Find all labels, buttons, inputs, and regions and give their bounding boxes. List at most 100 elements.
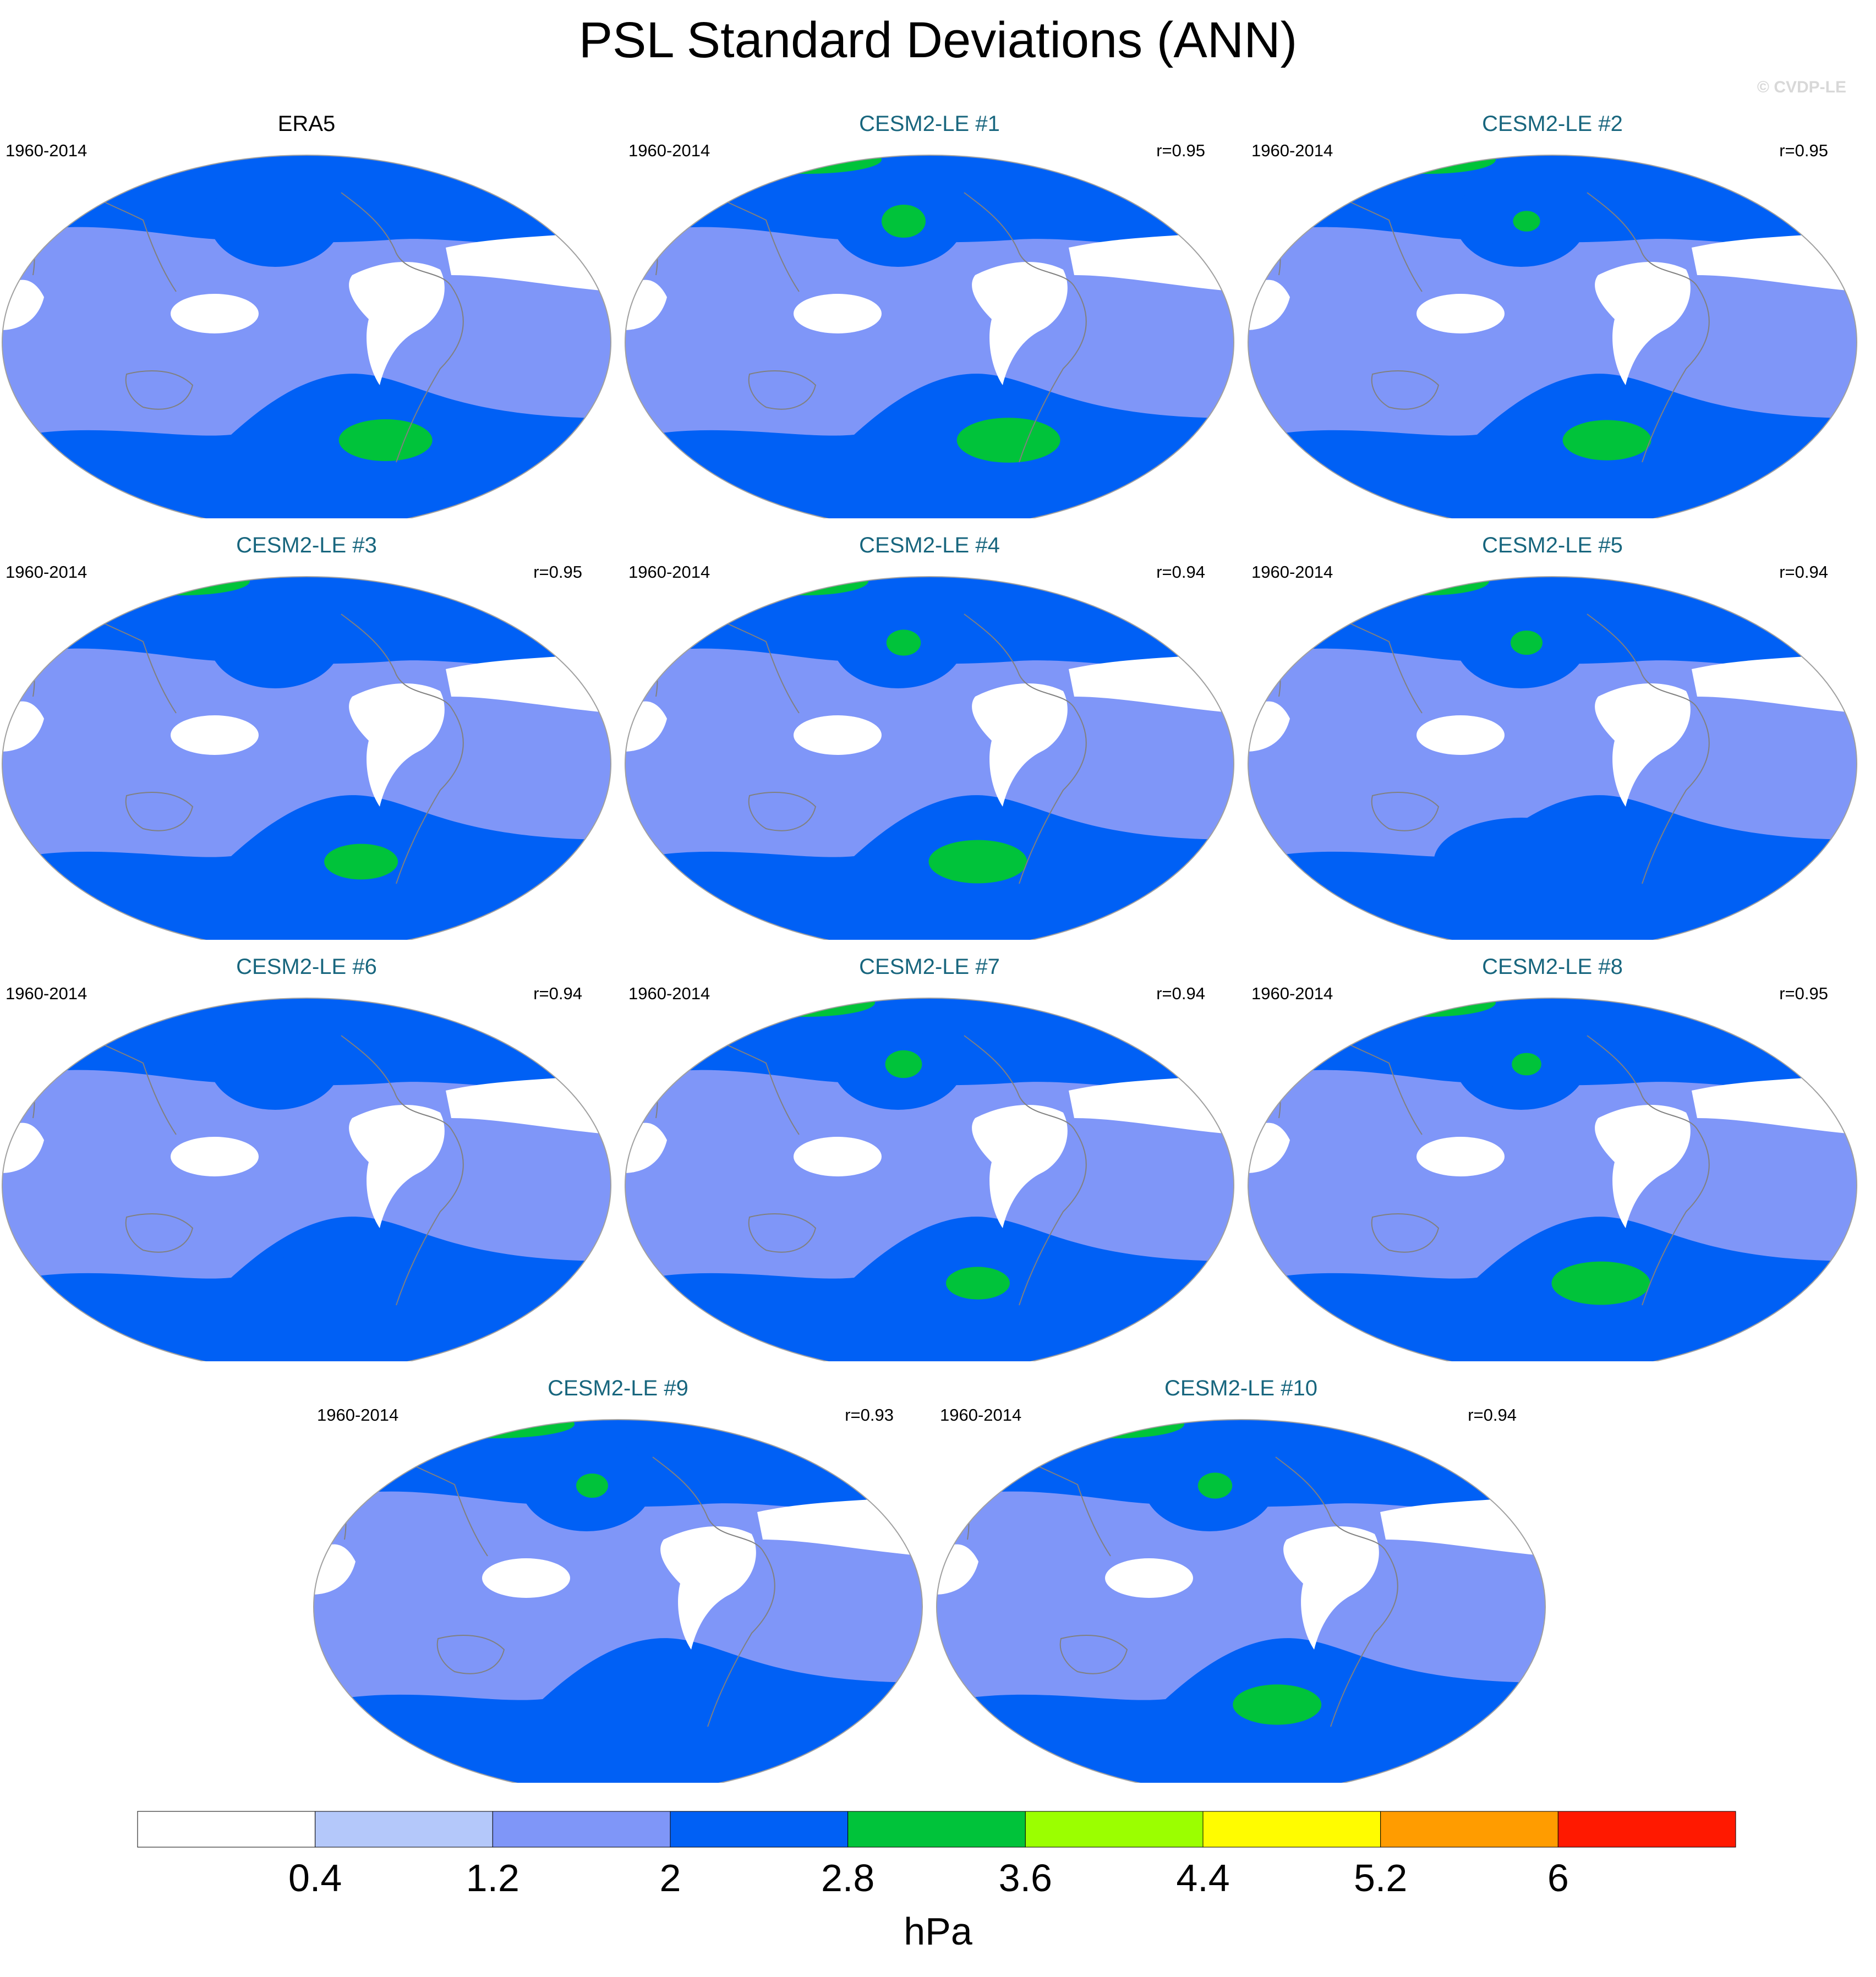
- map-field: [1248, 577, 1857, 940]
- south-america-low-variance: [972, 1105, 1068, 1228]
- map-field: [314, 1420, 922, 1783]
- panel-title: CESM2-LE #2: [1482, 112, 1623, 136]
- colorbar-tick-label: 4.4: [1176, 1856, 1229, 1899]
- americas-coastline: [652, 1456, 775, 1727]
- aleutian-peak: [1197, 1472, 1233, 1499]
- psl-stddev-map: [2, 998, 611, 1361]
- panel-period: 1960-2014: [1251, 562, 1333, 582]
- australia-coastline: [125, 792, 194, 831]
- panel-title: CESM2-LE #3: [236, 533, 377, 557]
- panel-period: 1960-2014: [628, 984, 710, 1003]
- southern-peak: [928, 840, 1027, 884]
- psl-stddev-map: [625, 998, 1234, 1361]
- colorbar-tick-label: 2.8: [821, 1856, 874, 1899]
- south-america-low-variance: [1595, 1105, 1691, 1228]
- tropical-low-variance: [171, 1137, 259, 1176]
- aleutian-core: [235, 607, 321, 676]
- arctic-peak: [1359, 998, 1496, 1017]
- colorbar-tick-label: 1.2: [466, 1856, 519, 1899]
- australia-coastline: [1371, 792, 1440, 831]
- southern-peak: [1551, 1261, 1650, 1305]
- panel-period: 1960-2014: [628, 141, 710, 160]
- aleutian-core: [235, 1029, 321, 1097]
- colorbar-tick-label: 5.2: [1354, 1856, 1407, 1899]
- americas-coastline: [964, 614, 1087, 884]
- colorbar-box: [315, 1811, 493, 1848]
- southern-core: [1434, 818, 1610, 906]
- map-panel: CESM2-LE #5 1960-2014 r=0.94: [1246, 532, 1859, 940]
- map-field: [2, 155, 611, 518]
- psl-stddev-map: [1248, 155, 1857, 518]
- south-america-low-variance: [349, 262, 445, 385]
- aleutian-peak: [576, 1474, 608, 1498]
- australia-coastline: [1371, 370, 1440, 410]
- map-border: [1248, 998, 1857, 1361]
- arctic-peak: [1359, 155, 1496, 174]
- panel-title: CESM2-LE #8: [1482, 955, 1623, 979]
- map-border: [936, 1419, 1546, 1783]
- colorbar-box: [137, 1811, 316, 1848]
- page-title: PSL Standard Deviations (ANN): [578, 12, 1298, 68]
- panel-title: CESM2-LE #9: [548, 1376, 688, 1400]
- americas-coastline: [341, 614, 464, 884]
- colorbar-box: [492, 1811, 671, 1848]
- map-border: [2, 998, 611, 1361]
- colorbar-tick-label: 3.6: [999, 1856, 1052, 1899]
- south-america-low-variance: [349, 1105, 445, 1228]
- tropical-low-variance: [171, 715, 259, 755]
- map-panel: CESM2-LE #4 1960-2014 r=0.94: [623, 532, 1236, 940]
- australia-coastline: [1059, 1635, 1128, 1674]
- panel-pattern-correlation: r=0.95: [1779, 984, 1828, 1003]
- south-america-low-variance: [349, 683, 445, 807]
- tropical-low-variance: [171, 294, 259, 333]
- map-panel: CESM2-LE #6 1960-2014 r=0.94: [0, 953, 613, 1361]
- psl-stddev-map: [2, 576, 611, 940]
- aleutian-peak: [1513, 211, 1540, 232]
- panel-title: CESM2-LE #10: [1164, 1376, 1317, 1400]
- panel-period: 1960-2014: [317, 1405, 399, 1425]
- panel-period: 1960-2014: [940, 1405, 1022, 1425]
- americas-coastline: [341, 192, 464, 463]
- map-field: [2, 577, 611, 940]
- map-border: [1248, 155, 1857, 518]
- panel-period: 1960-2014: [1251, 984, 1333, 1003]
- tropical-low-variance: [794, 1137, 882, 1176]
- panel-pattern-correlation: r=0.94: [1156, 562, 1205, 582]
- colorbar-box: [1557, 1811, 1736, 1848]
- panel-period: 1960-2014: [6, 562, 87, 582]
- southern-peak: [338, 419, 433, 461]
- colorbar-box: [1025, 1811, 1204, 1848]
- map-field: [625, 155, 1234, 518]
- map-field: [625, 577, 1234, 940]
- tropical-low-variance: [1416, 294, 1505, 333]
- arctic-peak: [734, 998, 875, 1017]
- map-field: [1248, 998, 1857, 1361]
- americas-coastline: [1587, 192, 1710, 463]
- americas-coastline: [1587, 1035, 1710, 1306]
- southern-peak: [956, 418, 1060, 463]
- copyright-notice: © CVDP-LE: [1757, 78, 1846, 96]
- psl-stddev-map: [625, 155, 1234, 518]
- panel-pattern-correlation: r=0.95: [533, 562, 582, 582]
- panel-title: CESM2-LE #5: [1482, 533, 1623, 557]
- australia-coastline: [748, 370, 817, 410]
- psl-stddev-map: [1248, 998, 1857, 1361]
- panel-title: CESM2-LE #7: [859, 955, 1000, 979]
- map-panel: CESM2-LE #1 1960-2014 r=0.95: [623, 110, 1236, 518]
- australia-coastline: [125, 1213, 194, 1253]
- tropical-low-variance: [794, 715, 882, 755]
- psl-stddev-map: [1248, 576, 1857, 940]
- tropical-low-variance: [794, 294, 882, 333]
- aleutian-peak: [886, 629, 921, 656]
- colorbar-box: [1380, 1811, 1558, 1848]
- south-america-low-variance: [1283, 1526, 1379, 1650]
- panel-title: ERA5: [277, 112, 336, 136]
- panel-pattern-correlation: r=0.94: [1779, 562, 1828, 582]
- southern-peak: [324, 844, 398, 880]
- map-panel: CESM2-LE #2 1960-2014 r=0.95: [1246, 110, 1859, 518]
- colorbar-tick-label: 0.4: [288, 1856, 342, 1899]
- map-field: [625, 998, 1234, 1361]
- map-panel: CESM2-LE #10 1960-2014 r=0.94: [934, 1374, 1547, 1783]
- southern-peak: [1233, 1684, 1322, 1725]
- psl-stddev-map: [625, 576, 1234, 940]
